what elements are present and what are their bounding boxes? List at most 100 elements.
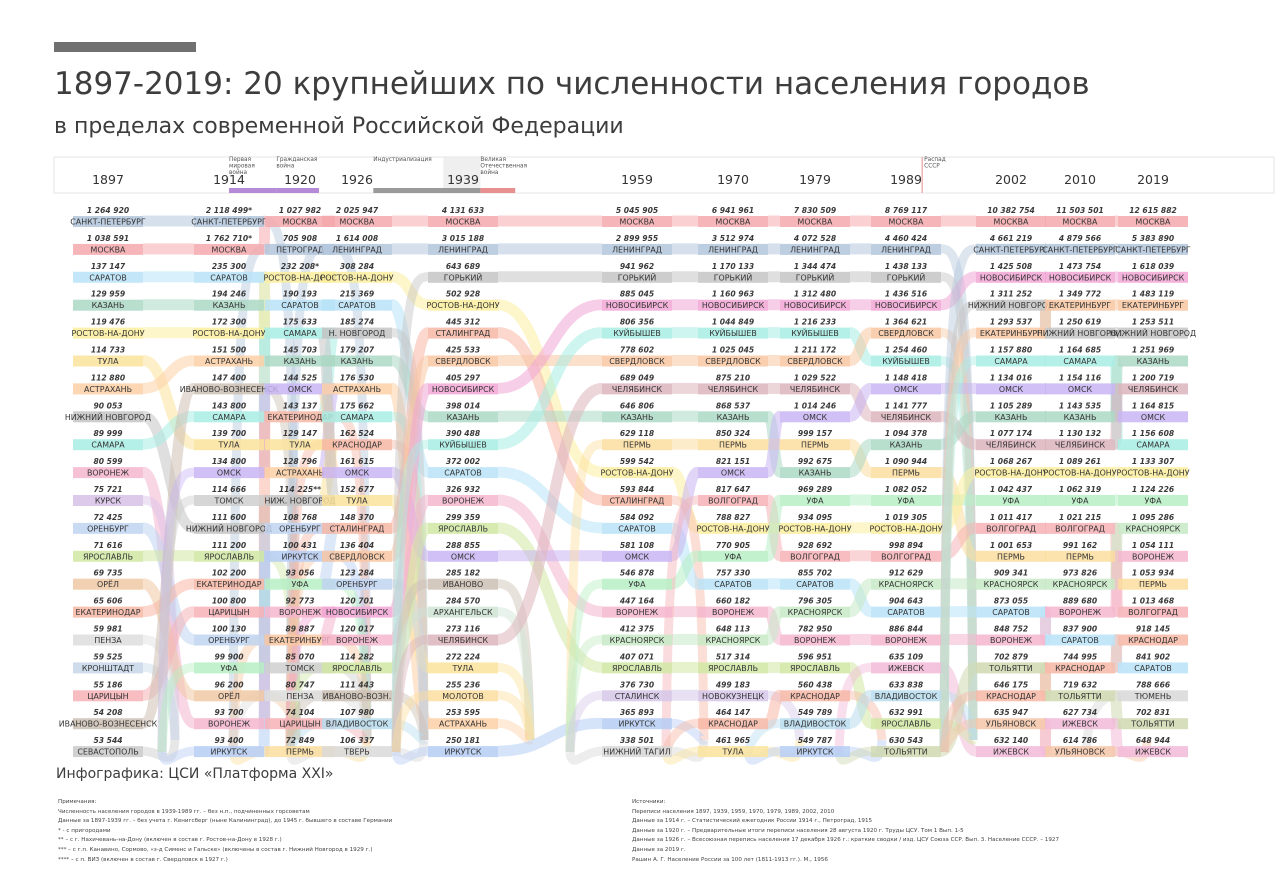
population-value: 702 831 (1136, 708, 1170, 717)
city-band-краснодар-2010 (1045, 662, 1115, 674)
city-name: ОМСК (1141, 413, 1166, 422)
city-band-ярославль-1989 (871, 718, 941, 730)
population-value: 8 769 117 (885, 206, 928, 215)
population-value: 1 094 378 (885, 429, 927, 438)
population-value: 273 116 (446, 625, 481, 634)
city-band-ярославль-1939 (428, 522, 498, 534)
population-value: 719 632 (1063, 680, 1097, 689)
population-value: 172 300 (212, 318, 247, 327)
flow-иваново-вознесенск-1897 (139, 382, 198, 729)
city-name: ПЕНЗА (286, 692, 314, 701)
city-band-свердловск-1989 (871, 327, 941, 339)
city-name: ОМСК (1068, 385, 1093, 394)
flow-иркутск-1939 (497, 717, 603, 757)
population-value: 1 312 480 (794, 290, 837, 299)
population-value: 517 314 (716, 652, 750, 661)
city-name: УФА (221, 664, 239, 673)
city-name: ОРЕНБУРГ (87, 524, 129, 533)
city-band-иваново-1939 (428, 578, 498, 590)
flow-ростов-на-дону-1989 (939, 466, 978, 534)
city-band-челябинск-1970 (698, 383, 768, 395)
city-name: НИЖНИЙ НОВГОРОД (186, 522, 272, 533)
city-band-ленинград-1939 (428, 243, 498, 255)
city-name: ЕКАТЕРИНОДАР (76, 608, 141, 617)
flow-нижний-новгород-1897 (141, 410, 196, 534)
city-name: АСТРАХАНЬ (333, 385, 381, 394)
population-value: 1 156 608 (1132, 429, 1174, 438)
city-name: ПЕРМЬ (623, 441, 651, 450)
flow-enter-иваново-1939 (391, 579, 429, 753)
flow-enter-куйбышев-1939 (391, 439, 429, 753)
city-band-казань-1989 (871, 439, 941, 451)
population-value: 89 999 (93, 429, 122, 438)
city-band-краснодар-2002 (976, 690, 1046, 702)
population-value: 1 170 133 (712, 262, 754, 271)
year-label-1897: 1897 (92, 172, 124, 187)
flow-exit-ярославль-1989 (940, 718, 978, 745)
population-value: 632 991 (889, 708, 923, 717)
population-value: 584 092 (620, 513, 654, 522)
population-value: 365 893 (620, 708, 654, 717)
flow-тольятти-1989 (938, 661, 979, 757)
city-band-ростов-на-дону-1970 (698, 522, 768, 534)
city-band-омск-1926 (322, 467, 392, 479)
city-band-самара-1926 (322, 411, 392, 423)
city-band-пермь-1920 (265, 746, 335, 758)
population-value: 630 543 (889, 736, 923, 745)
population-value: 7 830 509 (794, 206, 836, 215)
population-value: 2 025 947 (336, 206, 379, 215)
population-value: 782 950 (798, 625, 833, 634)
flow-enter-новокузнецк-1959 (565, 690, 603, 753)
city-name: ТОМСК (285, 664, 315, 673)
city-name: САНКТ-ПЕТЕРБУРГ (70, 218, 146, 227)
city-band-куйбышев-1979 (780, 327, 850, 339)
flow-enter-волгоград-1970 (661, 495, 699, 753)
period-bar-0 (229, 188, 277, 193)
city-name: ВОРОНЕЖ (885, 636, 928, 645)
city-name: ОМСК (999, 385, 1024, 394)
city-name: САРАТОВ (796, 580, 834, 589)
city-band-ростов-на-дону-2010 (1045, 467, 1115, 479)
population-value: 129 959 (91, 290, 125, 299)
city-name: НОВОСИБИРСК (980, 273, 1043, 282)
city-band-ленинград-1959 (602, 243, 672, 255)
city-name: ИЖЕВСК (1135, 748, 1171, 757)
city-band-екатеринодар-1897 (73, 606, 143, 618)
flow-тула-1897 (141, 355, 196, 450)
flow-exit-астрахань-1939 (497, 718, 535, 745)
city-name: ТОМСК (214, 497, 244, 506)
city-name: САМАРА (283, 329, 317, 338)
city-band-владивосток-1989 (871, 690, 941, 702)
city-name: ЦАРИЦЫН (87, 692, 128, 701)
city-name: ОМСК (451, 552, 476, 561)
city-name: ЕКАТЕРИНБУРГ (980, 329, 1042, 338)
city-band-ленинград-1970 (698, 243, 768, 255)
city-name: КРАСНОЯРСК (1053, 580, 1108, 589)
population-value: 889 680 (1063, 597, 1098, 606)
city-band-севастополь-1897 (73, 746, 143, 758)
city-name: УФА (292, 580, 310, 589)
population-value: 2 118 499* (206, 206, 252, 215)
city-band-ростов-на-дону-1959 (602, 467, 672, 479)
population-value: 255 236 (446, 680, 481, 689)
population-value: 376 730 (620, 680, 655, 689)
city-band-уфа-1989 (871, 495, 941, 506)
city-name: ОРЁЛ (97, 579, 119, 589)
population-value: 1 164 685 (1059, 346, 1101, 355)
city-name: ИЖЕВСК (888, 664, 924, 673)
flow-омск-1970 (762, 410, 786, 478)
city-band-саратов-1926 (322, 299, 392, 311)
city-band-горький-1989 (871, 271, 941, 283)
flow-новосибирск-1939 (497, 299, 603, 394)
city-band-иркутск-1914 (194, 746, 264, 758)
population-value: 549 789 (798, 708, 832, 717)
flow-enter-санкт-петербург-2002 (939, 244, 977, 753)
city-band-пермь-1959 (602, 439, 672, 451)
city-band-саратов-1970 (698, 578, 768, 590)
city-name: РОСТОВ-НА-ДОНУ (869, 524, 942, 533)
city-band-пенза-1897 (73, 634, 143, 646)
flow-exit-владивосток-1926 (391, 718, 429, 745)
city-name: ОРЕНБУРГ (208, 636, 250, 645)
population-value: 1 105 289 (990, 401, 1032, 410)
population-value: 1 483 119 (1132, 290, 1174, 299)
